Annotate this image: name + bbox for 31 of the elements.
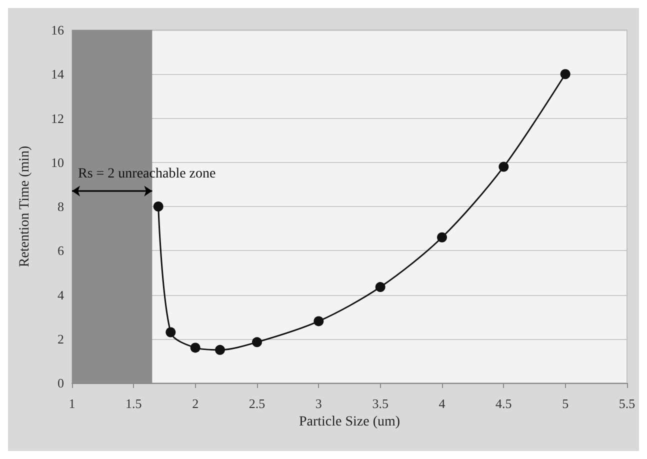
- x-tick-label: 5: [562, 396, 569, 411]
- point: [437, 232, 447, 242]
- point: [166, 327, 176, 338]
- point: [375, 282, 386, 292]
- y-tick-label: 8: [58, 199, 64, 214]
- y-tick-label: 4: [58, 287, 64, 302]
- point: [498, 162, 509, 172]
- y-tick-label: 6: [58, 243, 64, 258]
- x-tick-label: 3: [315, 396, 322, 411]
- y-tick-label: 0: [58, 376, 64, 390]
- y-tick-label: 10: [51, 154, 64, 170]
- x-tick-label: 1: [68, 396, 76, 411]
- y-axis-title: Retention Time (min): [18, 145, 32, 268]
- point: [153, 202, 164, 212]
- x-tick-label: 3.5: [372, 396, 388, 411]
- point: [252, 337, 262, 348]
- x-axis-title: Particle Size (um): [298, 414, 400, 430]
- y-tick-label: 14: [51, 66, 64, 82]
- x-tick-label: 4.5: [496, 396, 512, 411]
- y-tick-label: 2: [58, 331, 64, 346]
- x-tick-label: 2: [192, 396, 199, 411]
- x-tick-label: 2.5: [248, 396, 266, 411]
- x-tick-label: 4: [438, 396, 446, 411]
- y-tick-label: 12: [51, 110, 64, 126]
- y-tick-label: 16: [51, 22, 64, 38]
- point: [190, 342, 200, 353]
- x-tick-label: 1.5: [126, 396, 142, 411]
- point: [560, 69, 570, 80]
- x-tick-label: 5.5: [618, 396, 636, 411]
- point: [215, 344, 225, 355]
- point: [314, 316, 324, 326]
